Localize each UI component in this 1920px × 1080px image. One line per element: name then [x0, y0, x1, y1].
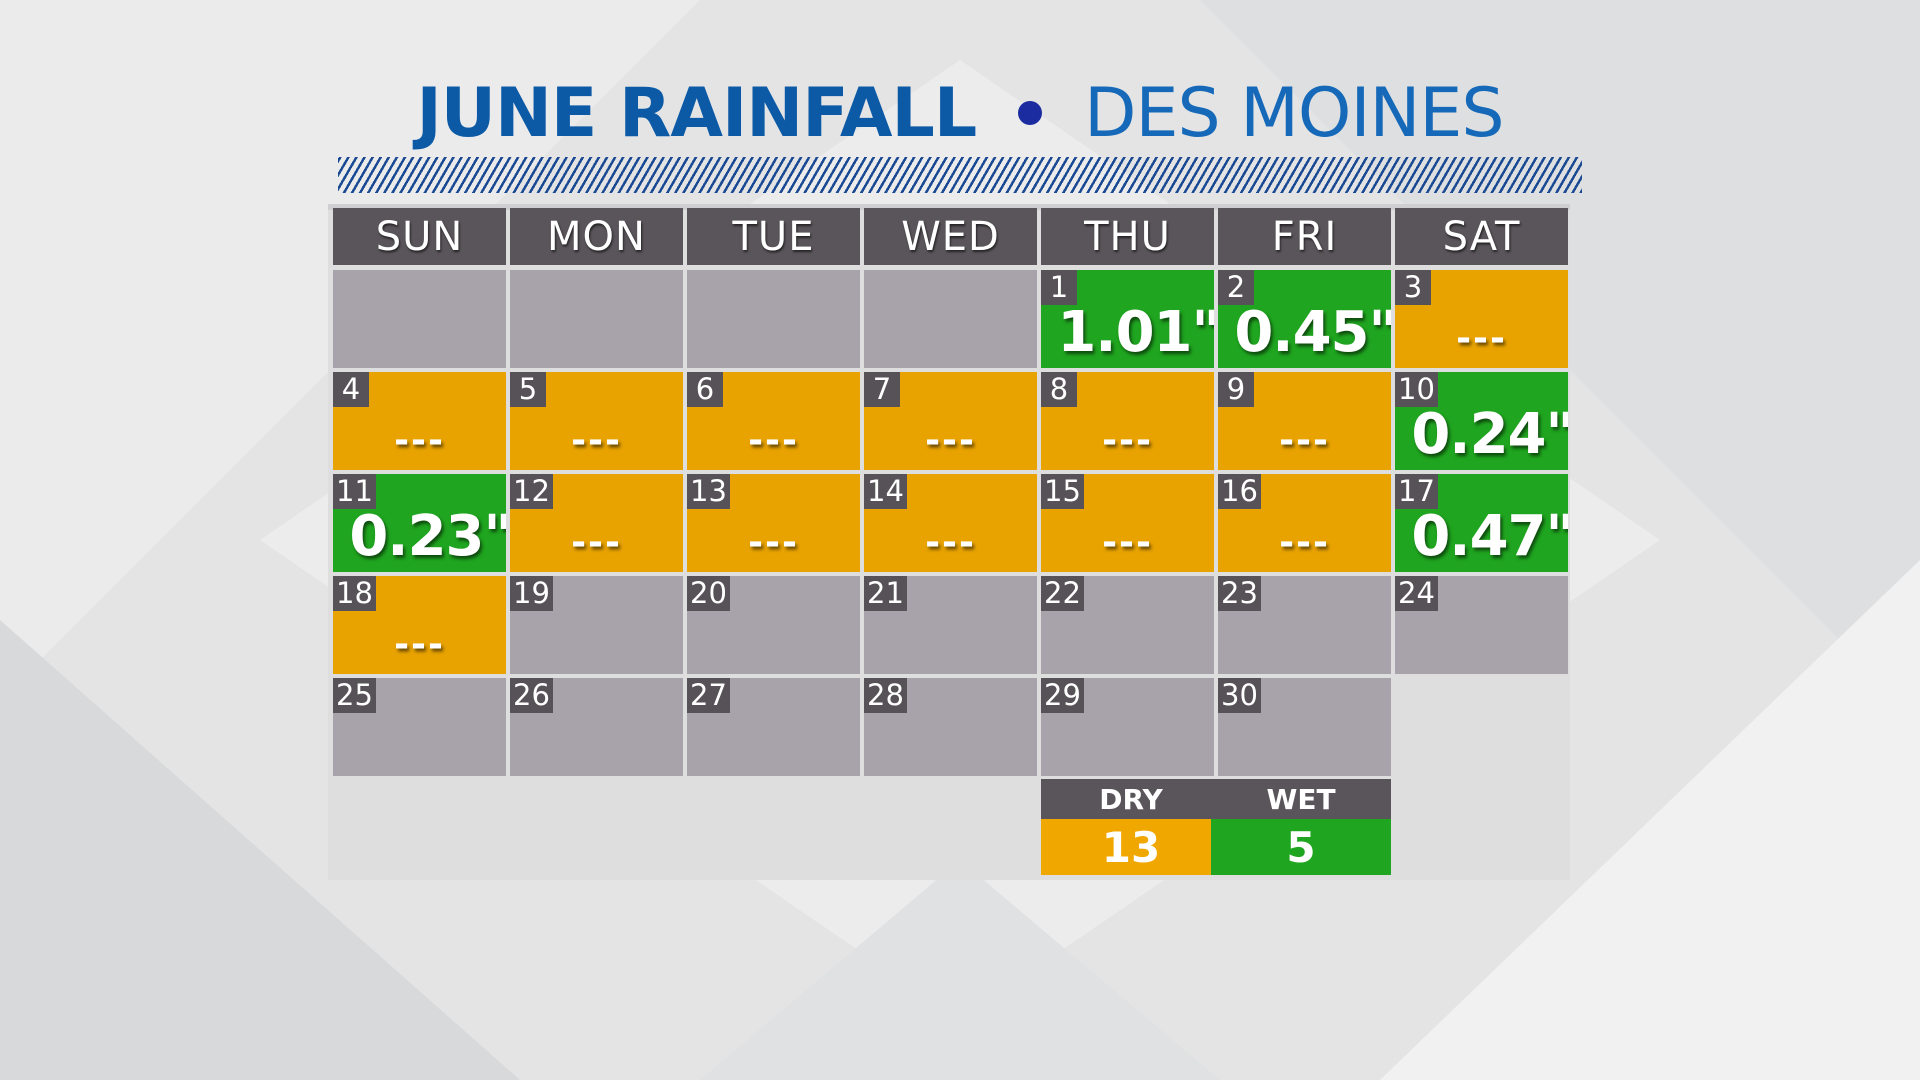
weekday-header-sun: SUN	[333, 208, 506, 265]
day-number-badge: 22	[1041, 576, 1084, 611]
day-number-badge: 6	[687, 372, 723, 407]
day-cell-9: 9 ---	[1218, 372, 1391, 470]
day-cell-19: 19	[510, 576, 683, 674]
rainfall-amount: 0.45"	[1234, 299, 1391, 365]
day-number-badge: 24	[1395, 576, 1438, 611]
day-number-badge: 4	[333, 372, 369, 407]
day-number-badge: 15	[1041, 474, 1084, 509]
empty-day-cell	[510, 270, 683, 368]
day-cell-22: 22	[1041, 576, 1214, 674]
day-number-badge: 21	[864, 576, 907, 611]
legend-dry-header: DRY	[1041, 779, 1221, 819]
weekday-header-thu: THU	[1041, 208, 1214, 265]
day-number-badge: 26	[510, 678, 553, 713]
rainfall-amount: 0.24"	[1411, 401, 1568, 467]
day-number-badge: 9	[1218, 372, 1254, 407]
legend-wet-header: WET	[1211, 779, 1391, 819]
empty-day-cell	[687, 270, 860, 368]
day-number-badge: 8	[1041, 372, 1077, 407]
rainfall-amount: 0.47"	[1411, 503, 1568, 569]
day-cell-29: 29	[1041, 678, 1214, 776]
day-cell-2: 2 0.45"	[1218, 270, 1391, 368]
page-title: JUNE RAINFALL DES MOINES	[0, 73, 1920, 153]
day-cell-4: 4 ---	[333, 372, 506, 470]
weekday-header-wed: WED	[864, 208, 1037, 265]
day-number-badge: 14	[864, 474, 907, 509]
day-cell-20: 20	[687, 576, 860, 674]
day-number-badge: 19	[510, 576, 553, 611]
dry-day-mark: ---	[394, 623, 445, 665]
dry-day-mark: ---	[1102, 419, 1153, 461]
day-cell-10: 10 0.24"	[1395, 372, 1568, 470]
day-number-badge: 7	[864, 372, 900, 407]
day-number-badge: 28	[864, 678, 907, 713]
dry-day-mark: ---	[748, 521, 799, 563]
title-month-label: JUNE RAINFALL	[416, 73, 977, 153]
dry-day-mark: ---	[1279, 521, 1330, 563]
day-cell-7: 7 ---	[864, 372, 1037, 470]
day-cell-26: 26	[510, 678, 683, 776]
day-cell-25: 25	[333, 678, 506, 776]
day-number-badge: 29	[1041, 678, 1084, 713]
legend-wet-count: 5	[1211, 819, 1391, 875]
day-number-badge: 30	[1218, 678, 1261, 713]
dry-day-mark: ---	[925, 521, 976, 563]
day-number-badge: 16	[1218, 474, 1261, 509]
empty-day-cell	[333, 270, 506, 368]
day-cell-30: 30	[1218, 678, 1391, 776]
dry-day-mark: ---	[571, 521, 622, 563]
day-number-badge: 23	[1218, 576, 1261, 611]
dry-day-mark: ---	[1279, 419, 1330, 461]
dry-day-mark: ---	[925, 419, 976, 461]
day-cell-6: 6 ---	[687, 372, 860, 470]
day-cell-15: 15 ---	[1041, 474, 1214, 572]
day-cell-13: 13 ---	[687, 474, 860, 572]
calendar-panel-top-edge	[328, 204, 1570, 210]
day-cell-23: 23	[1218, 576, 1391, 674]
empty-day-cell	[864, 270, 1037, 368]
title-underline-stripes	[338, 157, 1582, 193]
dry-day-mark: ---	[1102, 521, 1153, 563]
day-number-badge: 17	[1395, 474, 1438, 509]
legend-dry-count: 13	[1041, 819, 1221, 875]
dry-day-mark: ---	[571, 419, 622, 461]
day-cell-27: 27	[687, 678, 860, 776]
dry-day-mark: ---	[394, 419, 445, 461]
day-cell-28: 28	[864, 678, 1037, 776]
day-cell-24: 24	[1395, 576, 1568, 674]
weekday-header-fri: FRI	[1218, 208, 1391, 265]
day-number-badge: 20	[687, 576, 730, 611]
day-number-badge: 10	[1395, 372, 1438, 407]
day-number-badge: 5	[510, 372, 546, 407]
day-cell-3: 3 ---	[1395, 270, 1568, 368]
day-cell-21: 21	[864, 576, 1037, 674]
title-city-label: DES MOINES	[1084, 73, 1504, 153]
bullet-dot-icon	[1018, 101, 1043, 125]
day-number-badge: 1	[1041, 270, 1077, 305]
day-number-badge: 18	[333, 576, 376, 611]
rainfall-amount: 1.01"	[1057, 299, 1214, 365]
day-cell-17: 17 0.47"	[1395, 474, 1568, 572]
dry-day-mark: ---	[1456, 317, 1507, 359]
day-number-badge: 27	[687, 678, 730, 713]
day-number-badge: 13	[687, 474, 730, 509]
day-cell-18: 18 ---	[333, 576, 506, 674]
weekday-header-mon: MON	[510, 208, 683, 265]
day-number-badge: 12	[510, 474, 553, 509]
day-cell-12: 12 ---	[510, 474, 683, 572]
dry-day-mark: ---	[748, 419, 799, 461]
day-cell-8: 8 ---	[1041, 372, 1214, 470]
day-cell-1: 1 1.01"	[1041, 270, 1214, 368]
rainfall-amount: 0.23"	[349, 503, 506, 569]
day-cell-14: 14 ---	[864, 474, 1037, 572]
day-number-badge: 25	[333, 678, 376, 713]
day-number-badge: 11	[333, 474, 376, 509]
weekday-header-tue: TUE	[687, 208, 860, 265]
day-cell-5: 5 ---	[510, 372, 683, 470]
day-number-badge: 2	[1218, 270, 1254, 305]
day-number-badge: 3	[1395, 270, 1431, 305]
day-cell-16: 16 ---	[1218, 474, 1391, 572]
day-cell-11: 11 0.23"	[333, 474, 506, 572]
weekday-header-sat: SAT	[1395, 208, 1568, 265]
